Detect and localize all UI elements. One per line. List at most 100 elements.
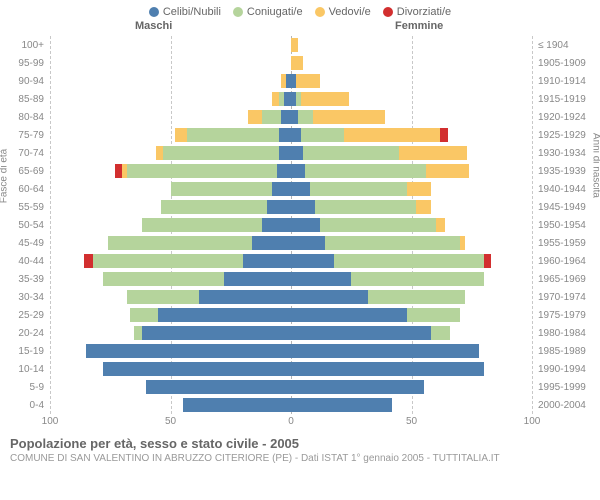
age-label: 10-14 — [0, 364, 50, 375]
bar-segment — [93, 254, 242, 268]
birth-label: 1915-1919 — [532, 94, 600, 105]
bar-zone — [50, 218, 532, 232]
age-row: 35-391965-1969 — [0, 270, 600, 288]
bar-zone — [50, 128, 532, 142]
age-label: 95-99 — [0, 58, 50, 69]
bar-zone — [50, 182, 532, 196]
age-row: 15-191985-1989 — [0, 342, 600, 360]
birth-label: 1965-1969 — [532, 274, 600, 285]
birth-label: 2000-2004 — [532, 400, 600, 411]
legend-label: Divorziati/e — [397, 6, 451, 18]
legend-label: Coniugati/e — [247, 6, 303, 18]
birth-label: 1975-1979 — [532, 310, 600, 321]
age-label: 90-94 — [0, 76, 50, 87]
bar-zone — [50, 146, 532, 160]
age-label: 75-79 — [0, 130, 50, 141]
birth-label: ≤ 1904 — [532, 40, 600, 51]
birth-label: 1970-1974 — [532, 292, 600, 303]
legend-item: Coniugati/e — [233, 6, 303, 18]
age-label: 50-54 — [0, 220, 50, 231]
bar-zone — [50, 380, 532, 394]
age-row: 80-84 1920-1924 — [0, 108, 600, 126]
bar-zone — [50, 164, 532, 178]
age-row: 20-241980-1984 — [0, 324, 600, 342]
age-label: 0-4 — [0, 400, 50, 411]
bar-segment — [303, 146, 399, 160]
x-axis: 10050050100 — [0, 416, 600, 430]
bar-zone — [50, 92, 532, 106]
bar-segment — [407, 308, 460, 322]
bar-segment — [291, 200, 315, 214]
age-label: 25-29 — [0, 310, 50, 321]
birth-label: 1905-1909 — [532, 58, 600, 69]
bar-segment — [291, 110, 298, 124]
bar-segment — [272, 92, 279, 106]
bar-zone — [50, 362, 532, 376]
age-row: 50-54 1950-1954 — [0, 216, 600, 234]
bar-segment — [298, 110, 312, 124]
bar-segment — [130, 308, 159, 322]
bar-segment — [315, 200, 416, 214]
birth-label: 1980-1984 — [532, 328, 600, 339]
bar-segment — [305, 164, 426, 178]
birth-label: 1910-1914 — [532, 76, 600, 87]
bar-segment — [291, 308, 407, 322]
bar-segment — [127, 164, 276, 178]
female-bar — [291, 254, 532, 268]
female-bar — [291, 146, 532, 160]
bar-segment — [291, 344, 479, 358]
bar-segment — [142, 218, 263, 232]
male-bar — [50, 218, 291, 232]
bar-zone — [50, 344, 532, 358]
birth-label: 1990-1994 — [532, 364, 600, 375]
chart-subtitle: COMUNE DI SAN VALENTINO IN ABRUZZO CITER… — [10, 453, 590, 464]
birth-label: 1920-1924 — [532, 112, 600, 123]
legend-swatch — [315, 7, 325, 17]
gender-headers: Maschi Femmine — [0, 20, 600, 36]
bar-segment — [267, 200, 291, 214]
female-bar — [291, 218, 532, 232]
age-row: 45-491955-1959 — [0, 234, 600, 252]
legend-swatch — [383, 7, 393, 17]
age-label: 100+ — [0, 40, 50, 51]
bar-segment — [291, 146, 303, 160]
age-label: 80-84 — [0, 112, 50, 123]
age-label: 55-59 — [0, 202, 50, 213]
birth-label: 1935-1939 — [532, 166, 600, 177]
bar-segment — [440, 128, 447, 142]
bar-zone — [50, 254, 532, 268]
bar-segment — [277, 164, 291, 178]
header-male: Maschi — [135, 20, 172, 32]
age-label: 60-64 — [0, 184, 50, 195]
bar-segment — [426, 164, 469, 178]
female-bar — [291, 182, 532, 196]
female-bar — [291, 380, 532, 394]
male-bar — [50, 236, 291, 250]
birth-label: 1960-1964 — [532, 256, 600, 267]
bar-segment — [279, 146, 291, 160]
male-bar — [50, 164, 291, 178]
bar-segment — [291, 290, 368, 304]
legend-label: Vedovi/e — [329, 6, 371, 18]
chart-title: Popolazione per età, sesso e stato civil… — [10, 436, 590, 451]
x-tick: 0 — [288, 416, 294, 427]
bar-segment — [158, 308, 291, 322]
birth-label: 1985-1989 — [532, 346, 600, 357]
bar-zone — [50, 398, 532, 412]
birth-label: 1940-1944 — [532, 184, 600, 195]
bar-segment — [291, 164, 305, 178]
birth-label: 1950-1954 — [532, 220, 600, 231]
birth-label: 1930-1934 — [532, 148, 600, 159]
bar-segment — [291, 236, 325, 250]
bar-zone — [50, 200, 532, 214]
bar-segment — [161, 200, 267, 214]
bar-segment — [291, 326, 431, 340]
female-bar — [291, 326, 532, 340]
bar-segment — [171, 182, 272, 196]
age-label: 30-34 — [0, 292, 50, 303]
bar-segment — [284, 92, 291, 106]
female-bar — [291, 362, 532, 376]
female-bar — [291, 128, 532, 142]
male-bar — [50, 308, 291, 322]
age-label: 5-9 — [0, 382, 50, 393]
